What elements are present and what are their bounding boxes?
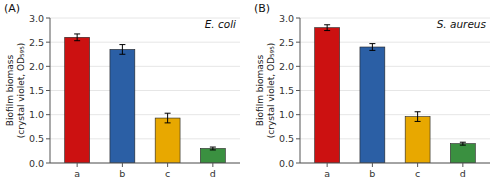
y-tick-label: 1.5 [29, 85, 44, 96]
y-tick-label: 3.0 [279, 13, 294, 24]
x-tick-label: d [460, 168, 466, 179]
error-bar [369, 44, 375, 51]
y-tick [46, 66, 50, 67]
grid-line [50, 163, 240, 164]
bar [315, 28, 340, 163]
y-tick [296, 114, 300, 115]
x-tick [167, 163, 168, 167]
bar [65, 37, 90, 163]
x-tick [372, 163, 373, 167]
error-bar [324, 25, 330, 31]
bar [200, 149, 225, 164]
y-tick-label: 1.0 [279, 109, 294, 120]
x-tick-label: b [119, 168, 125, 179]
y-tick-label: 0.0 [29, 158, 44, 169]
y-tick-label: 1.5 [279, 85, 294, 96]
error-bar [210, 147, 216, 150]
y-tick [296, 18, 300, 19]
species-label: S. aureus [437, 18, 487, 30]
error-bar [119, 45, 125, 55]
error-bar [74, 34, 80, 41]
y-tick [296, 66, 300, 67]
x-axis [300, 163, 490, 164]
y-axis [50, 18, 51, 163]
bar [110, 49, 135, 163]
grid-line [300, 163, 490, 164]
x-tick [327, 163, 328, 167]
y-tick-label: 1.0 [29, 109, 44, 120]
y-tick-label: 2.0 [279, 61, 294, 72]
y-tick [46, 42, 50, 43]
bar [360, 47, 385, 163]
y-tick [296, 163, 300, 164]
error-bar [415, 112, 421, 122]
x-tick-label: b [369, 168, 375, 179]
y-tick-label: 0.0 [279, 158, 294, 169]
x-tick-label: c [165, 168, 170, 179]
panel-label: (B) [254, 2, 270, 15]
panel-label: (A) [4, 2, 20, 15]
bar [155, 118, 180, 163]
y-tick [46, 90, 50, 91]
y-tick-label: 2.0 [29, 61, 44, 72]
x-tick [122, 163, 123, 167]
y-tick-label: 2.5 [279, 37, 294, 48]
y-tick [46, 163, 50, 164]
y-tick-label: 0.5 [279, 133, 294, 144]
marks [65, 34, 226, 163]
marks [315, 25, 476, 163]
figure: 0.0 0.5 1.0 1.5 2.0 2.5 3.0 a b c d Biofilm biomass… [0, 0, 500, 185]
y-tick [46, 138, 50, 139]
y-tick-label: 0.5 [29, 133, 44, 144]
x-tick [462, 163, 463, 167]
y-axis-label: Biofilm biomass(crystal violet, OD₅₉₅) [5, 43, 26, 139]
y-axis-label: Biofilm biomass(crystal violet, OD₅₉₅) [255, 43, 276, 139]
x-tick-label: d [210, 168, 216, 179]
y-tick-label: 3.0 [29, 13, 44, 24]
x-tick-label: c [415, 168, 420, 179]
y-tick [296, 138, 300, 139]
error-bar [460, 142, 466, 145]
x-tick-label: a [324, 168, 330, 179]
x-tick [417, 163, 418, 167]
x-axis [50, 163, 240, 164]
x-tick-label: a [74, 168, 80, 179]
bar [405, 117, 430, 163]
x-tick [212, 163, 213, 167]
y-tick [46, 114, 50, 115]
y-tick-label: 2.5 [29, 37, 44, 48]
bar [450, 144, 475, 163]
panel: 0.0 0.5 1.0 1.5 2.0 2.5 3.0 a b c d Biofilm biomass… [4, 2, 240, 179]
y-axis [300, 18, 301, 163]
species-label: E. coli [205, 18, 236, 30]
y-tick [46, 18, 50, 19]
y-tick [296, 90, 300, 91]
panel: 0.0 0.5 1.0 1.5 2.0 2.5 3.0 a b c d Biofilm biomass… [254, 2, 490, 179]
x-tick [77, 163, 78, 167]
error-bar [165, 113, 171, 123]
y-tick [296, 42, 300, 43]
